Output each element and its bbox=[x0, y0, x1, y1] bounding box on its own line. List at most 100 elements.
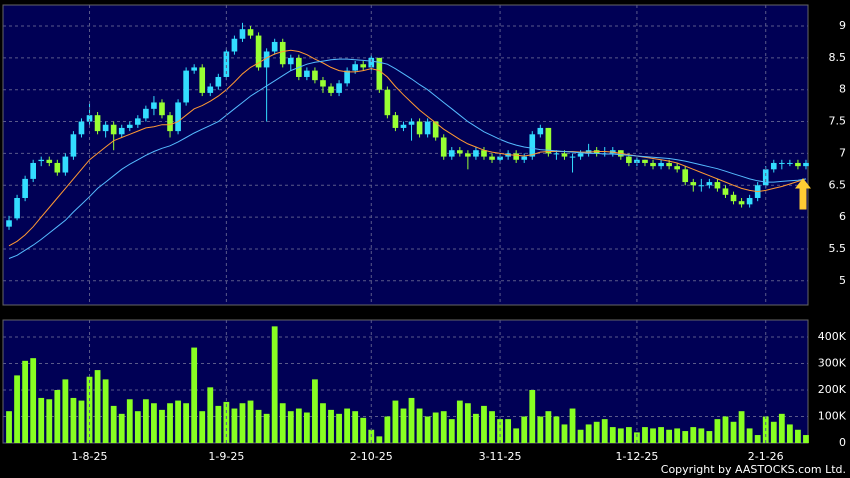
volume-bar bbox=[38, 397, 45, 443]
volume-bar bbox=[658, 427, 664, 443]
candle-body bbox=[465, 153, 471, 157]
volume-bar bbox=[795, 429, 801, 443]
candle-body bbox=[473, 150, 479, 157]
y-tick-label: 5.5 bbox=[829, 242, 847, 255]
volume-bar bbox=[231, 408, 238, 443]
candle-body bbox=[714, 182, 721, 189]
volume-bar bbox=[609, 427, 616, 443]
candle-body bbox=[102, 124, 109, 132]
volume-bar bbox=[674, 428, 681, 443]
volume-bar bbox=[54, 389, 61, 443]
candle-body bbox=[521, 156, 528, 160]
volume-bar bbox=[255, 409, 262, 443]
volume-bar bbox=[126, 399, 133, 443]
volume-bar bbox=[634, 432, 640, 443]
volume-bar bbox=[134, 411, 141, 443]
candle-body bbox=[730, 194, 737, 202]
x-tick-label: 2-1-26 bbox=[748, 450, 784, 463]
volume-bar bbox=[207, 387, 214, 443]
volume-bar bbox=[6, 411, 12, 443]
volume-bar bbox=[497, 419, 503, 443]
candle-body bbox=[231, 38, 238, 52]
volume-bar bbox=[803, 435, 809, 443]
candle-body bbox=[577, 153, 584, 157]
y-tick-label: 7.5 bbox=[829, 115, 847, 128]
volume-bar bbox=[376, 436, 383, 443]
volume-bar bbox=[561, 424, 568, 443]
candle-body bbox=[78, 121, 85, 135]
volume-bar bbox=[30, 358, 37, 443]
volume-bar bbox=[352, 411, 359, 443]
candle-body bbox=[215, 76, 222, 87]
candle-body bbox=[698, 185, 705, 187]
candle-body bbox=[746, 197, 753, 205]
price-panel bbox=[2, 4, 809, 306]
candle-body bbox=[183, 70, 189, 103]
volume-bar bbox=[312, 379, 318, 443]
volume-bar bbox=[416, 408, 423, 443]
candle-body bbox=[263, 51, 270, 68]
volume-bar bbox=[593, 421, 600, 443]
candle-body bbox=[384, 89, 391, 116]
candle-body bbox=[135, 118, 141, 125]
candle-body bbox=[247, 29, 254, 36]
volume-bar bbox=[247, 400, 254, 443]
volume-bar bbox=[360, 417, 367, 443]
candle-body bbox=[392, 115, 399, 128]
volume-bar bbox=[408, 397, 415, 443]
candle-body bbox=[62, 156, 69, 173]
volume-bar bbox=[46, 399, 53, 443]
candle-body bbox=[328, 86, 334, 93]
volume-bar bbox=[295, 408, 302, 443]
candle-body bbox=[279, 41, 286, 65]
volume-bar bbox=[456, 400, 463, 443]
candle-body bbox=[207, 86, 214, 93]
volume-bar bbox=[199, 411, 206, 443]
volume-bar bbox=[320, 403, 326, 443]
candle-body bbox=[561, 153, 568, 157]
x-tick-label: 3-11-25 bbox=[479, 450, 522, 463]
candle-body bbox=[706, 182, 713, 186]
layer: 5 5.5 6 6.5 7 7.5 8 8.5 9 0 100K 200K 300K 400K 1-8-25… bbox=[3, 5, 847, 463]
candle-body bbox=[690, 182, 697, 186]
volume-bar bbox=[545, 411, 552, 443]
candle-body bbox=[553, 153, 560, 155]
volume-bar bbox=[175, 400, 181, 443]
candle-body bbox=[352, 64, 358, 71]
candle-body bbox=[489, 156, 495, 160]
candle-body bbox=[86, 115, 93, 122]
volume-bar bbox=[287, 411, 294, 443]
candle-body bbox=[457, 150, 463, 154]
volume-bar bbox=[553, 416, 560, 443]
candle-body bbox=[795, 162, 801, 167]
y-tick-label: 7 bbox=[839, 146, 846, 159]
volume-bar bbox=[642, 427, 648, 443]
volume-bar bbox=[738, 411, 745, 443]
volume-bar bbox=[714, 419, 721, 443]
arrow-icon bbox=[794, 178, 812, 210]
candle-body bbox=[545, 127, 552, 154]
volume-bar bbox=[392, 400, 399, 443]
candle-body bbox=[30, 162, 36, 179]
volume-bar bbox=[151, 403, 157, 443]
volume-bar bbox=[481, 405, 487, 443]
candle-body bbox=[416, 121, 423, 135]
y-tick-label: 300K bbox=[818, 356, 847, 369]
candle-body bbox=[110, 124, 117, 135]
candle-body bbox=[787, 162, 793, 164]
candle-body bbox=[126, 124, 133, 128]
volume-bar bbox=[62, 379, 69, 443]
volume-bar bbox=[730, 421, 737, 443]
candle-body bbox=[239, 29, 246, 39]
candle-body bbox=[54, 162, 61, 173]
candle-body bbox=[400, 124, 407, 128]
candle-body bbox=[803, 162, 809, 167]
volume-bar bbox=[424, 416, 431, 443]
candle-body bbox=[287, 57, 294, 65]
candle-body bbox=[650, 162, 656, 167]
candle-body bbox=[722, 188, 729, 195]
volume-bar bbox=[473, 413, 479, 443]
volume-bar bbox=[521, 416, 528, 443]
y-tick-label: 6 bbox=[839, 210, 846, 223]
candle-body bbox=[408, 121, 415, 125]
